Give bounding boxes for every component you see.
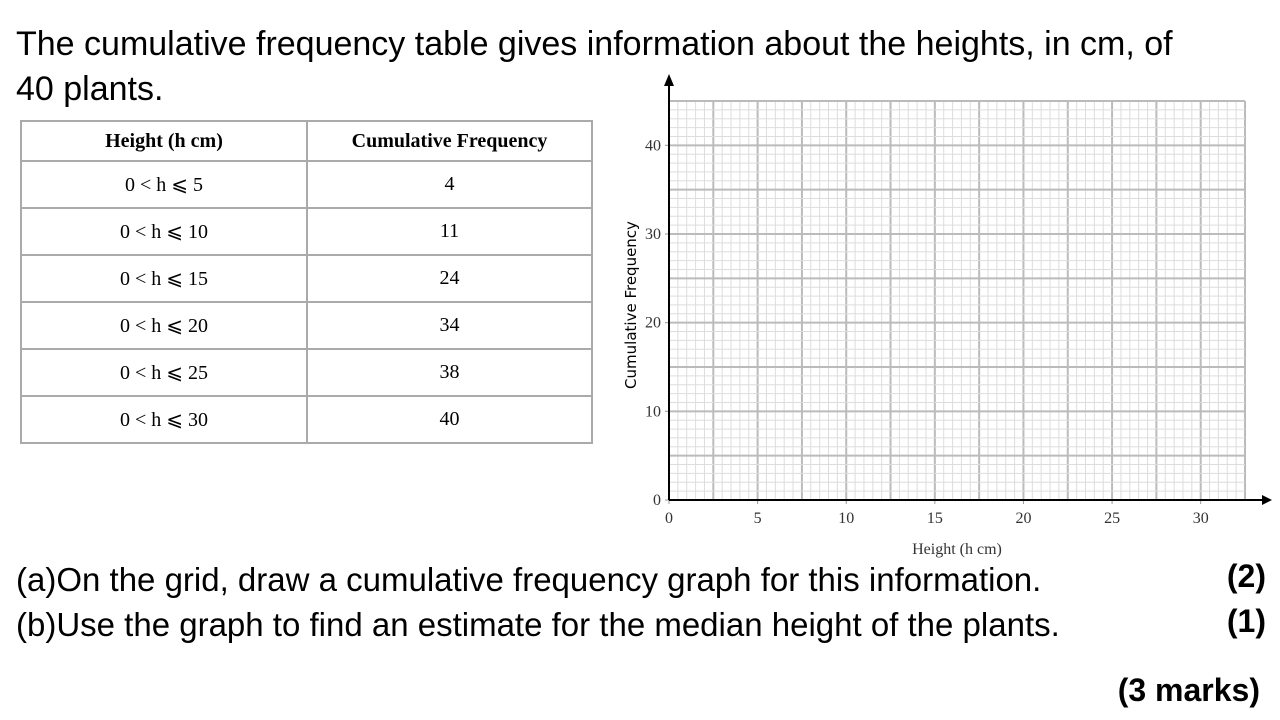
x-axis-label: Height (h cm): [912, 541, 1002, 558]
x-arrow: [1262, 495, 1272, 505]
header: Cumulative Frequency: [306, 120, 593, 162]
x-tick-label: 25: [1104, 510, 1120, 527]
label-bg: [621, 200, 641, 410]
x-tick-label: 15: [927, 510, 943, 527]
total-marks: (3 marks): [1117, 672, 1260, 708]
x-tick-label: 5: [754, 510, 762, 527]
cell: 0 < h ⩽ 30: [20, 395, 308, 444]
y-tick-label: 30: [645, 226, 661, 243]
cell: 0 < h ⩽ 5: [20, 160, 308, 209]
y-tick-label: 0: [653, 492, 661, 509]
cell: 0 < h ⩽ 10: [20, 207, 308, 256]
cell: 4: [306, 160, 593, 209]
cell: 0 < h ⩽ 15: [20, 254, 308, 303]
cell: 38: [306, 348, 593, 397]
y-tick-label: 40: [645, 137, 661, 154]
table: Height (h cm) Cumulative Frequency 0 < h …: [20, 120, 593, 444]
question: (a)On the grid, draw a cumulative freque…: [16, 561, 1042, 598]
x-tick-label: 20: [1015, 510, 1031, 527]
cell: 34: [306, 301, 593, 350]
marks: (2): [1226, 558, 1266, 594]
y-tick-label: 20: [645, 315, 661, 332]
cell: 40: [306, 395, 593, 444]
x-tick-label: 10: [838, 510, 854, 527]
cell: 11: [306, 207, 593, 256]
y-axis-label: Cumulative Frequency: [622, 221, 640, 389]
question: (b)Use the graph to find an estimate for…: [16, 606, 1060, 643]
cell: 0 < h ⩽ 20: [20, 301, 308, 350]
intro: The cumulative frequency table gives inf…: [16, 25, 1173, 108]
y-tick-label: 10: [645, 403, 661, 420]
cell: 24: [306, 254, 593, 303]
cell: 0 < h ⩽ 25: [20, 348, 308, 397]
y-arrow: [664, 74, 674, 86]
marks: (1): [1226, 603, 1266, 639]
header: Height (h cm): [20, 120, 308, 162]
x-tick-label: 0: [665, 510, 673, 527]
x-tick-label: 30: [1193, 510, 1209, 527]
